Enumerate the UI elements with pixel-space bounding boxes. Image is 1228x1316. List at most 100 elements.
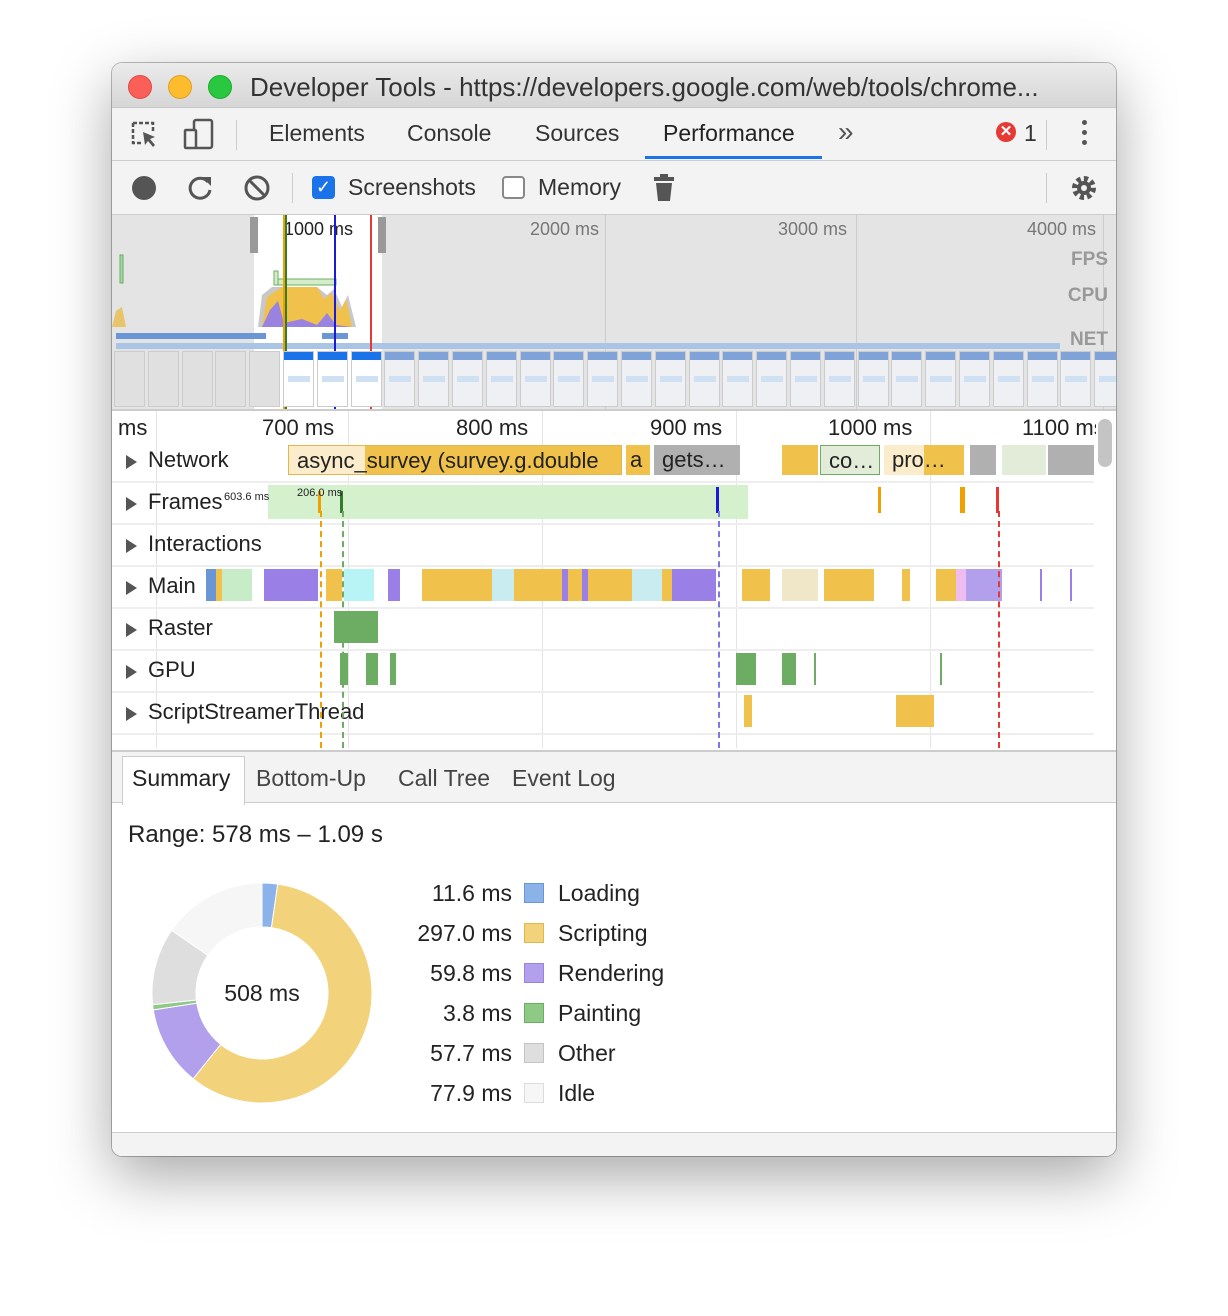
gpu-task[interactable] <box>782 653 796 685</box>
maximize-button[interactable] <box>208 75 232 99</box>
gpu-task[interactable] <box>940 653 942 685</box>
selection-handle-left[interactable] <box>250 217 258 253</box>
device-toolbar-icon[interactable] <box>182 118 216 152</box>
task[interactable] <box>672 569 716 601</box>
network-request[interactable]: pro… <box>884 445 964 475</box>
inspect-element-icon[interactable] <box>130 120 160 150</box>
screenshot-thumbnail[interactable] <box>756 351 788 407</box>
task[interactable] <box>344 569 374 601</box>
task[interactable] <box>492 569 514 601</box>
track-scriptstreamerthread[interactable]: ScriptStreamerThread <box>112 693 1094 735</box>
screenshot-thumbnail[interactable] <box>114 351 145 407</box>
screenshot-thumbnail[interactable] <box>553 351 585 407</box>
minimize-button[interactable] <box>168 75 192 99</box>
flame-scrollbar[interactable] <box>1098 419 1112 467</box>
network-request[interactable]: a <box>626 445 650 475</box>
screenshot-thumbnail[interactable] <box>790 351 821 407</box>
screenshot-thumbnail[interactable] <box>722 351 754 407</box>
network-request[interactable] <box>1048 445 1094 475</box>
expand-triangle-icon[interactable] <box>126 707 137 721</box>
network-request[interactable] <box>970 445 996 475</box>
screenshot-thumbnail[interactable] <box>485 351 517 407</box>
timeline-overview[interactable]: 1000 ms 2000 ms 3000 ms 4000 ms FPS CPU … <box>112 215 1116 411</box>
track-raster[interactable]: Raster <box>112 609 1094 651</box>
network-request[interactable] <box>1002 445 1046 475</box>
expand-triangle-icon[interactable] <box>126 539 137 553</box>
chevron-double-right-icon[interactable]: » <box>838 116 854 147</box>
screenshot-thumbnail[interactable] <box>925 351 957 407</box>
track-frames[interactable]: Frames <box>112 483 1094 525</box>
reload-icon[interactable] <box>186 174 214 202</box>
task[interactable] <box>388 569 400 601</box>
gpu-task[interactable] <box>814 653 816 685</box>
clear-icon[interactable] <box>243 174 271 202</box>
task[interactable] <box>582 569 588 601</box>
script-streamer-task[interactable] <box>896 695 934 727</box>
screenshot-thumbnail[interactable] <box>891 351 923 407</box>
tab-elements[interactable]: Elements <box>269 120 365 146</box>
task[interactable] <box>264 569 318 601</box>
tab-performance[interactable]: Performance <box>663 120 795 146</box>
more-options-icon[interactable] <box>1082 120 1087 145</box>
memory-label[interactable]: Memory <box>538 174 622 200</box>
network-request[interactable]: async_survey (survey.g.double <box>288 445 622 475</box>
screenshot-thumbnail[interactable] <box>418 351 450 407</box>
expand-triangle-icon[interactable] <box>126 581 137 595</box>
frame-marker[interactable] <box>960 487 965 513</box>
task[interactable] <box>562 569 568 601</box>
task[interactable] <box>222 569 252 601</box>
frame-marker[interactable] <box>340 491 343 513</box>
selection-handle-right[interactable] <box>378 217 386 253</box>
task[interactable] <box>632 569 662 601</box>
tab-call-tree[interactable]: Call Tree <box>398 765 491 791</box>
screenshot-thumbnail[interactable] <box>519 351 551 407</box>
screenshot-thumbnail[interactable] <box>992 351 1024 407</box>
tab-console[interactable]: Console <box>407 120 492 146</box>
frame-marker[interactable] <box>716 487 719 513</box>
track-main[interactable]: Main <box>112 567 1094 609</box>
screenshot-thumbnail[interactable] <box>823 351 855 407</box>
screenshot-thumbnail[interactable] <box>1060 351 1092 407</box>
raster-task[interactable] <box>334 611 378 643</box>
network-request[interactable] <box>782 445 818 475</box>
expand-triangle-icon[interactable] <box>126 623 137 637</box>
tab-summary[interactable]: Summary <box>132 765 231 791</box>
screenshot-thumbnail[interactable] <box>215 351 247 407</box>
screenshots-label[interactable]: Screenshots <box>348 174 476 200</box>
settings-gear-icon[interactable] <box>1069 173 1099 203</box>
screenshot-thumbnail[interactable] <box>283 351 314 407</box>
task[interactable] <box>1070 569 1072 601</box>
task[interactable] <box>216 569 222 601</box>
network-request[interactable]: co… <box>820 445 880 475</box>
gpu-task[interactable] <box>390 653 396 685</box>
screenshot-thumbnail[interactable] <box>452 351 483 407</box>
flame-chart[interactable]: ms 700 ms 800 ms 900 ms 1000 ms 1100 ms … <box>112 411 1116 748</box>
screenshot-thumbnail[interactable] <box>147 351 179 407</box>
screenshot-thumbnail[interactable] <box>688 351 720 407</box>
collect-garbage-icon[interactable] <box>652 173 676 203</box>
error-count[interactable]: 1 <box>1024 120 1037 146</box>
frame-marker[interactable] <box>318 491 321 513</box>
track-network[interactable]: Network <box>112 441 1094 483</box>
task[interactable] <box>206 569 216 601</box>
screenshot-thumbnail[interactable] <box>621 351 652 407</box>
screenshot-thumbnail[interactable] <box>857 351 889 407</box>
expand-triangle-icon[interactable] <box>126 665 137 679</box>
gpu-task[interactable] <box>366 653 378 685</box>
screenshot-thumbnail[interactable] <box>1094 351 1116 407</box>
task[interactable] <box>742 569 770 601</box>
screenshot-thumbnail[interactable] <box>1026 351 1058 407</box>
task[interactable] <box>422 569 492 601</box>
task[interactable] <box>824 569 874 601</box>
screenshot-thumbnail[interactable] <box>316 351 348 407</box>
screenshot-thumbnail[interactable] <box>384 351 416 407</box>
gpu-task[interactable] <box>340 653 348 685</box>
tab-sources[interactable]: Sources <box>535 120 620 146</box>
task[interactable] <box>966 569 1002 601</box>
frame-bar[interactable] <box>268 485 748 519</box>
screenshot-thumbnail[interactable] <box>587 351 619 407</box>
tab-bottom-up[interactable]: Bottom-Up <box>256 765 366 791</box>
task[interactable] <box>936 569 956 601</box>
task[interactable] <box>782 569 818 601</box>
network-request[interactable]: gets… <box>654 445 740 475</box>
